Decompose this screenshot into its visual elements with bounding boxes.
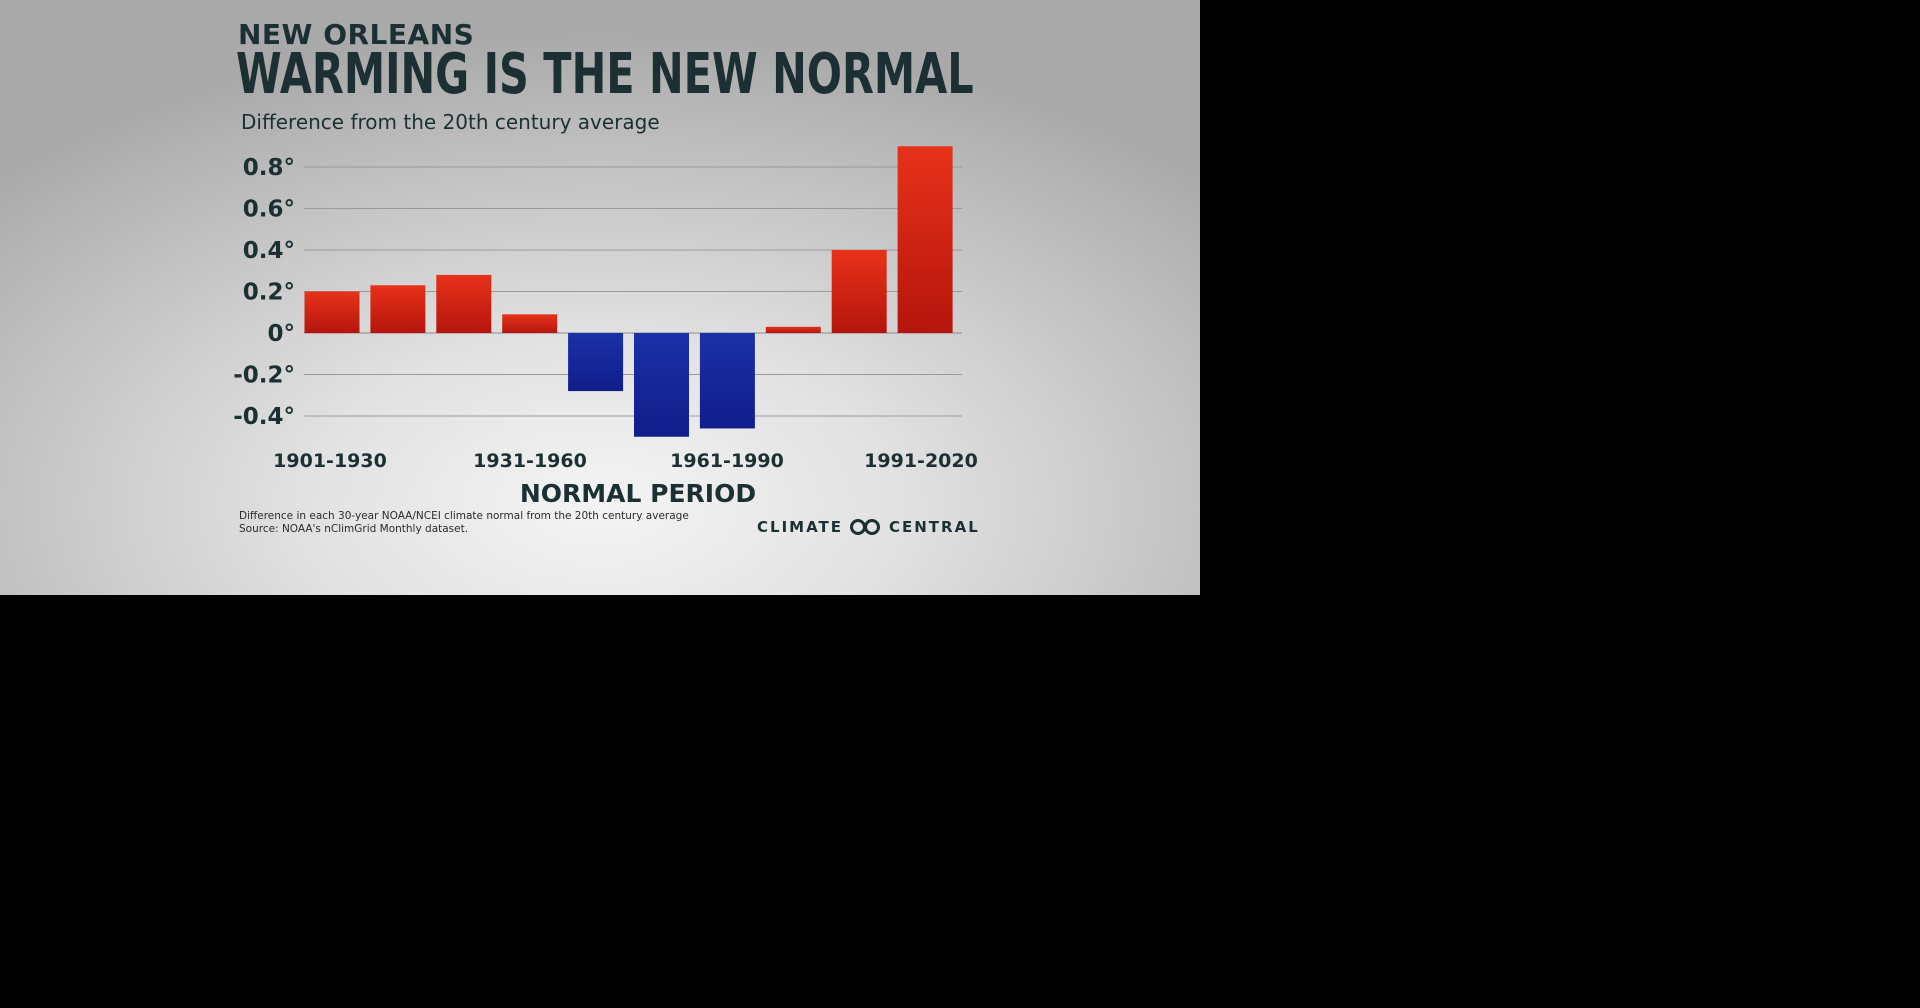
footnote-note: Difference in each 30-year NOAA/NCEI cli… xyxy=(239,510,689,522)
x-tick-label: 1991-2020 xyxy=(864,450,978,472)
chart-subtitle: Difference from the 20th century average xyxy=(241,110,660,134)
logo-text-left: CLIMATE xyxy=(757,518,843,536)
x-tick-label: 1901-1930 xyxy=(273,450,387,472)
bar-chart: 0.8°0.6°0.4°0.2°0°-0.2°-0.4° 1901-1930 19… xyxy=(233,146,978,508)
y-tick-label: 0° xyxy=(267,321,295,347)
bar xyxy=(370,285,426,333)
y-tick-label: -0.4° xyxy=(233,404,295,430)
bar xyxy=(304,291,360,333)
headline: WARMING IS THE NEW NORMAL xyxy=(236,42,974,107)
y-tick-label: 0.6° xyxy=(243,197,295,223)
bar xyxy=(765,326,821,333)
linked-rings-icon xyxy=(850,519,880,535)
footnote: Difference in each 30-year NOAA/NCEI cli… xyxy=(239,510,689,536)
footnote-source: Source: NOAA's nClimGrid Monthly dataset… xyxy=(239,523,469,535)
bar xyxy=(634,333,689,437)
infographic: NEW ORLEANS WARMING IS THE NEW NORMAL Di… xyxy=(0,0,1200,595)
x-tick-label: 1931-1960 xyxy=(473,450,587,472)
y-tick-label: 0.2° xyxy=(243,280,295,306)
x-axis-label: NORMAL PERIOD xyxy=(520,479,756,508)
bar xyxy=(897,146,953,333)
y-tick-label: -0.2° xyxy=(233,363,295,389)
x-axis-ticks: 1901-1930 1931-1960 1961-1990 1991-2020 xyxy=(273,450,978,472)
climate-central-logo: CLIMATE CENTRAL xyxy=(757,518,980,536)
bar xyxy=(568,333,624,392)
place-title: NEW ORLEANS xyxy=(238,18,475,51)
x-tick-label: 1961-1990 xyxy=(670,450,784,472)
bar xyxy=(502,314,558,333)
bar xyxy=(436,274,492,333)
bar xyxy=(831,250,887,333)
logo-text-right: CENTRAL xyxy=(889,518,980,536)
y-tick-label: 0.4° xyxy=(243,238,295,264)
bar xyxy=(699,333,755,429)
y-tick-label: 0.8° xyxy=(243,155,295,181)
bars xyxy=(304,146,953,437)
y-axis-ticks: 0.8° 0.6° 0.4° 0.2° 0° -0.2° -0.4° xyxy=(233,155,295,430)
